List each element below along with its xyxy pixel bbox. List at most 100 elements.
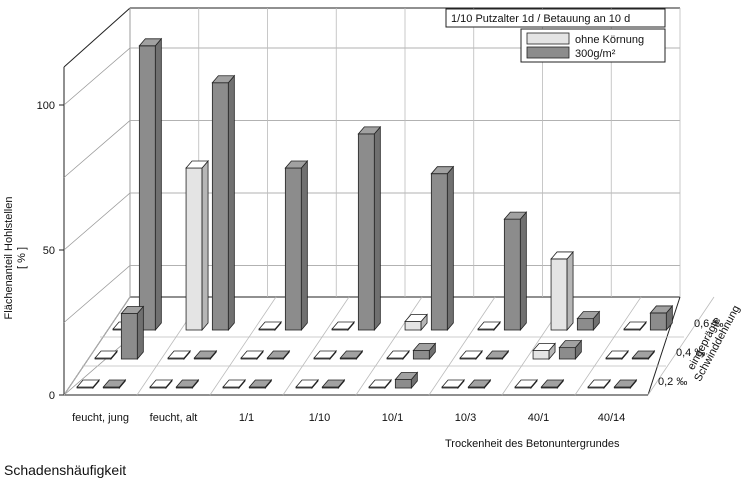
side-gridline bbox=[63, 265, 131, 323]
x-tick-label: 1/10 bbox=[309, 412, 330, 424]
bar-top bbox=[321, 379, 346, 388]
bar-top bbox=[394, 372, 419, 380]
bar-top bbox=[284, 160, 309, 169]
floor-cell-line bbox=[428, 296, 496, 396]
bar-ohne bbox=[532, 350, 550, 360]
bar-top bbox=[477, 321, 501, 330]
bar-top bbox=[185, 160, 209, 169]
legend-swatch-300 bbox=[526, 46, 570, 59]
x-axis-label: Trockenheit des Betonuntergrundes bbox=[445, 438, 620, 450]
bar-top bbox=[248, 379, 273, 388]
legend-label-300: 300g/m² bbox=[575, 48, 616, 60]
x-tick-label: 10/3 bbox=[455, 412, 476, 424]
bar-top bbox=[76, 379, 100, 388]
depth-tick-label: 0,4 ‰ bbox=[676, 347, 705, 359]
bar-top bbox=[258, 321, 282, 330]
bar-top bbox=[623, 321, 647, 330]
bar-top bbox=[631, 350, 656, 359]
bar-top bbox=[211, 75, 236, 84]
bar-side bbox=[227, 74, 235, 332]
bar-top bbox=[120, 306, 145, 314]
bar-top bbox=[368, 379, 392, 388]
bar-side bbox=[201, 159, 209, 332]
bar-top bbox=[649, 305, 674, 314]
bar-300 bbox=[357, 133, 375, 331]
bar-top bbox=[222, 379, 246, 388]
bar-top bbox=[149, 379, 173, 388]
chart-floor bbox=[63, 296, 715, 396]
bar-300 bbox=[649, 312, 667, 331]
bar-side bbox=[446, 165, 454, 332]
bar-top bbox=[514, 379, 538, 388]
legend-swatch-ohne bbox=[526, 32, 570, 45]
floor-cell-line bbox=[209, 296, 277, 396]
bar-side bbox=[154, 37, 162, 332]
bar-300 bbox=[430, 173, 448, 331]
bar-300 bbox=[503, 218, 521, 331]
bar-top bbox=[167, 350, 191, 359]
floor-cell-line bbox=[63, 296, 131, 396]
bar-top bbox=[404, 314, 428, 322]
y-tick-label: 100 bbox=[37, 100, 55, 112]
bar-side bbox=[373, 125, 381, 332]
bar-300 bbox=[284, 167, 302, 331]
side-gridline bbox=[63, 120, 131, 178]
bar-top bbox=[102, 379, 127, 388]
bar-top bbox=[430, 166, 455, 175]
depth-tick-label: 0,2 ‰ bbox=[658, 376, 687, 388]
floor-cell-line bbox=[574, 296, 642, 396]
side-gridline bbox=[63, 337, 131, 396]
legend-label-ohne: ohne Körnung bbox=[575, 34, 644, 46]
bar-top bbox=[138, 38, 163, 47]
bar-top bbox=[587, 379, 611, 388]
bar-side bbox=[519, 211, 527, 332]
legend-title-box bbox=[445, 8, 666, 28]
bar-top bbox=[313, 350, 337, 359]
y-axis-label: Flächenanteil Hohlstellen bbox=[3, 197, 15, 320]
floor-cell-line bbox=[282, 296, 350, 396]
side-gridline bbox=[63, 192, 131, 251]
bar-top bbox=[193, 350, 218, 359]
side-gridline bbox=[63, 47, 131, 106]
depth-tick-label: 0,6 ‰ bbox=[694, 318, 723, 330]
bar-top bbox=[412, 343, 437, 351]
bar-top bbox=[503, 211, 528, 220]
bar-side bbox=[136, 305, 144, 361]
chart-bars bbox=[76, 37, 674, 390]
bar-top bbox=[357, 126, 382, 135]
x-tick-label: feucht, alt bbox=[150, 412, 198, 424]
side-wall-top-edge bbox=[63, 7, 131, 68]
bar-ohne bbox=[404, 321, 422, 331]
bar-top bbox=[339, 350, 364, 359]
y-tick-label: 50 bbox=[43, 245, 55, 257]
y-tick-label: 0 bbox=[49, 390, 55, 402]
bar-side bbox=[300, 159, 308, 332]
bar-top bbox=[386, 350, 410, 359]
bar-top bbox=[175, 379, 200, 388]
bar-300 bbox=[576, 318, 594, 331]
bar-top bbox=[459, 350, 483, 359]
bar-top bbox=[467, 379, 492, 388]
bar-300 bbox=[138, 45, 156, 331]
floor-right-edge bbox=[647, 296, 681, 396]
bar-ohne bbox=[185, 167, 203, 331]
bar-300 bbox=[120, 313, 138, 360]
bar-top bbox=[558, 340, 583, 349]
figure-caption: Schadenshäufigkeit bbox=[4, 462, 127, 478]
x-tick-label: 40/1 bbox=[528, 412, 549, 424]
bar-top bbox=[266, 350, 291, 359]
bar-300 bbox=[558, 347, 576, 360]
bar-top bbox=[613, 379, 638, 388]
bar-top bbox=[331, 321, 355, 330]
bar-top bbox=[605, 350, 629, 359]
bar-top bbox=[550, 251, 574, 260]
bar-top bbox=[94, 350, 118, 359]
x-tick-label: 1/1 bbox=[239, 412, 254, 424]
bar-300 bbox=[394, 379, 412, 389]
bar-ohne bbox=[550, 258, 568, 331]
bar-top bbox=[240, 350, 264, 359]
bar-top bbox=[540, 379, 565, 388]
floor-cell-line bbox=[355, 296, 423, 396]
bar-top bbox=[485, 350, 510, 359]
